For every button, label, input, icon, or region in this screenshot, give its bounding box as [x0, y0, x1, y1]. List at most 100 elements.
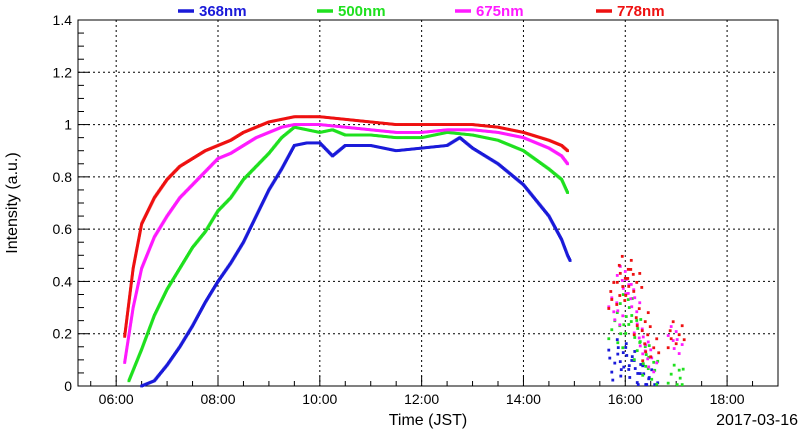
data-point [639, 318, 643, 321]
data-point [677, 333, 681, 337]
axis-ticks: 06:00 08:00 10:00 12:00 14:00 16:00 18:00 0 0.2 0… [53, 12, 779, 407]
series-675nm [123, 123, 684, 374]
data-point [624, 292, 628, 296]
data-point [680, 383, 684, 386]
data-point [616, 346, 620, 350]
data-point [628, 376, 632, 379]
data-point [640, 286, 644, 289]
data-point [674, 342, 678, 346]
data-point [640, 329, 644, 333]
data-point [623, 299, 627, 302]
data-point [621, 346, 625, 350]
data-point [568, 259, 572, 262]
data-point [630, 359, 634, 362]
data-point [637, 336, 641, 340]
data-point [624, 342, 628, 346]
data-point [620, 254, 624, 258]
data-point [678, 376, 682, 380]
data-point [635, 381, 639, 384]
data-point [616, 309, 620, 313]
data-point [616, 341, 620, 345]
data-point [649, 348, 653, 352]
data-point [636, 372, 640, 375]
data-point [618, 360, 622, 364]
data-point [627, 364, 631, 368]
data-point [647, 377, 651, 381]
data-point [632, 290, 636, 293]
data-point [668, 329, 672, 333]
data-point [619, 368, 623, 372]
data-point [625, 354, 629, 357]
data-point [635, 349, 639, 353]
data-point [680, 324, 684, 328]
data-point [632, 333, 636, 337]
data-point [647, 365, 651, 369]
x-tick-label: 12:00 [404, 391, 439, 407]
y-tick-label: 1.2 [53, 64, 73, 80]
series-368nm [140, 136, 660, 388]
data-point [607, 337, 611, 341]
data-point [652, 370, 656, 374]
data-point [627, 306, 631, 309]
data-point [610, 298, 614, 301]
data-point [642, 372, 646, 376]
data-point [638, 340, 642, 344]
data-point [675, 338, 679, 341]
data-point [655, 361, 659, 365]
data-point [566, 149, 569, 153]
data-point [634, 316, 638, 320]
data-point [627, 285, 631, 288]
data-point [629, 283, 633, 286]
data-point [671, 339, 675, 342]
data-point [656, 359, 660, 363]
y-tick-label: 0.2 [53, 326, 73, 342]
data-point [624, 315, 628, 318]
data-point [644, 350, 648, 354]
data-point [624, 346, 628, 349]
data-point [615, 280, 619, 284]
data-point [626, 267, 630, 271]
data-point [626, 292, 630, 295]
data-point [650, 368, 654, 372]
data-point [650, 377, 654, 381]
data-point [610, 328, 614, 332]
data-point [648, 325, 652, 329]
data-point [616, 352, 620, 356]
data-point [632, 331, 636, 335]
data-point [645, 383, 649, 386]
data-point [623, 276, 627, 280]
x-tick-label: 16:00 [608, 391, 643, 407]
data-point [677, 368, 681, 372]
data-point [629, 297, 633, 301]
data-point [652, 346, 656, 350]
data-point [635, 319, 639, 322]
data-point [657, 351, 661, 355]
data-point [610, 296, 614, 300]
data-point [620, 279, 624, 282]
plot-frame [77, 19, 779, 387]
legend: 368nm 500nm 675nm 778nm [178, 3, 665, 20]
data-point [621, 314, 625, 318]
data-point [632, 358, 636, 362]
data-point [640, 327, 644, 331]
data-point [615, 301, 619, 305]
data-point [624, 294, 628, 297]
data-point [656, 381, 660, 385]
data-point [635, 281, 639, 284]
series-500nm [127, 125, 685, 386]
data-point [615, 274, 619, 277]
data-point [617, 263, 621, 267]
data-point [649, 355, 653, 359]
data-point [615, 303, 619, 306]
data-point [669, 337, 673, 341]
data-point [633, 367, 637, 370]
date-label: 2017-03-16 [716, 412, 798, 429]
data-point [682, 338, 686, 342]
data-point [613, 361, 617, 365]
data-point [643, 345, 647, 349]
data-point [632, 288, 636, 292]
y-tick-label: 0 [64, 378, 72, 394]
data-point [643, 320, 647, 324]
data-point [613, 318, 617, 322]
